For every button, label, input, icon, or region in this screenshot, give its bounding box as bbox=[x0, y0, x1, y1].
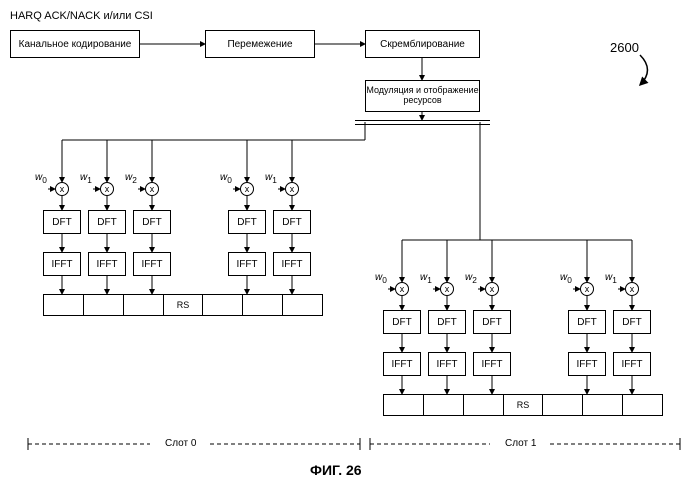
ifft-c1: IFFT bbox=[428, 352, 466, 376]
cell-l1 bbox=[424, 395, 464, 415]
w0-b: w0 bbox=[220, 172, 232, 185]
mult-d1: x bbox=[625, 282, 639, 296]
diagram-arrows bbox=[0, 0, 699, 500]
lower-slot-strip: RS bbox=[383, 394, 663, 416]
mult-a1: x bbox=[100, 182, 114, 196]
w0-a: w0 bbox=[35, 172, 47, 185]
ifft-a1: IFFT bbox=[88, 252, 126, 276]
ifft-a2: IFFT bbox=[133, 252, 171, 276]
cell-l5 bbox=[583, 395, 623, 415]
dft-a0: DFT bbox=[43, 210, 81, 234]
w2-a: w2 bbox=[125, 172, 137, 185]
w1-a: w1 bbox=[80, 172, 92, 185]
box-mod: Модуляция и отображение ресурсов bbox=[365, 80, 480, 112]
mult-a0: x bbox=[55, 182, 69, 196]
bus-line-bot bbox=[355, 124, 490, 125]
dft-b0: DFT bbox=[228, 210, 266, 234]
mult-b1: x bbox=[285, 182, 299, 196]
ifft-c0: IFFT bbox=[383, 352, 421, 376]
ifft-c2: IFFT bbox=[473, 352, 511, 376]
ref-number: 2600 bbox=[610, 40, 639, 55]
box-coding: Канальное кодирование bbox=[10, 30, 140, 58]
dft-a2: DFT bbox=[133, 210, 171, 234]
ifft-d1: IFFT bbox=[613, 352, 651, 376]
box-interleave: Перемежение bbox=[205, 30, 315, 58]
ifft-d0: IFFT bbox=[568, 352, 606, 376]
slot1-label: Слот 1 bbox=[505, 438, 536, 449]
box-scramble: Скремблирование bbox=[365, 30, 480, 58]
cell-u6 bbox=[283, 295, 322, 315]
w1-c: w1 bbox=[420, 272, 432, 285]
cell-u3-rs: RS bbox=[164, 295, 204, 315]
cell-l2 bbox=[464, 395, 504, 415]
header-label: HARQ ACK/NACK и/или CSI bbox=[10, 10, 153, 22]
cell-u2 bbox=[124, 295, 164, 315]
figure-label: ФИГ. 26 bbox=[310, 462, 362, 478]
cell-l0 bbox=[384, 395, 424, 415]
cell-l6 bbox=[623, 395, 662, 415]
upper-slot-strip: RS bbox=[43, 294, 323, 316]
cell-u4 bbox=[203, 295, 243, 315]
ifft-b1: IFFT bbox=[273, 252, 311, 276]
ifft-b0: IFFT bbox=[228, 252, 266, 276]
bus-line-top bbox=[355, 120, 490, 121]
cell-l3-rs: RS bbox=[504, 395, 544, 415]
cell-u1 bbox=[84, 295, 124, 315]
mult-c1: x bbox=[440, 282, 454, 296]
dft-c1: DFT bbox=[428, 310, 466, 334]
dft-b1: DFT bbox=[273, 210, 311, 234]
mult-c2: x bbox=[485, 282, 499, 296]
mult-b0: x bbox=[240, 182, 254, 196]
dft-d0: DFT bbox=[568, 310, 606, 334]
ifft-a0: IFFT bbox=[43, 252, 81, 276]
mult-c0: x bbox=[395, 282, 409, 296]
dft-d1: DFT bbox=[613, 310, 651, 334]
w0-c: w0 bbox=[375, 272, 387, 285]
w0-d: w0 bbox=[560, 272, 572, 285]
mult-d0: x bbox=[580, 282, 594, 296]
dft-c2: DFT bbox=[473, 310, 511, 334]
dft-c0: DFT bbox=[383, 310, 421, 334]
w1-b: w1 bbox=[265, 172, 277, 185]
cell-l4 bbox=[543, 395, 583, 415]
mult-a2: x bbox=[145, 182, 159, 196]
cell-u5 bbox=[243, 295, 283, 315]
cell-u0 bbox=[44, 295, 84, 315]
dft-a1: DFT bbox=[88, 210, 126, 234]
w2-c: w2 bbox=[465, 272, 477, 285]
w1-d: w1 bbox=[605, 272, 617, 285]
slot0-label: Слот 0 bbox=[165, 438, 196, 449]
